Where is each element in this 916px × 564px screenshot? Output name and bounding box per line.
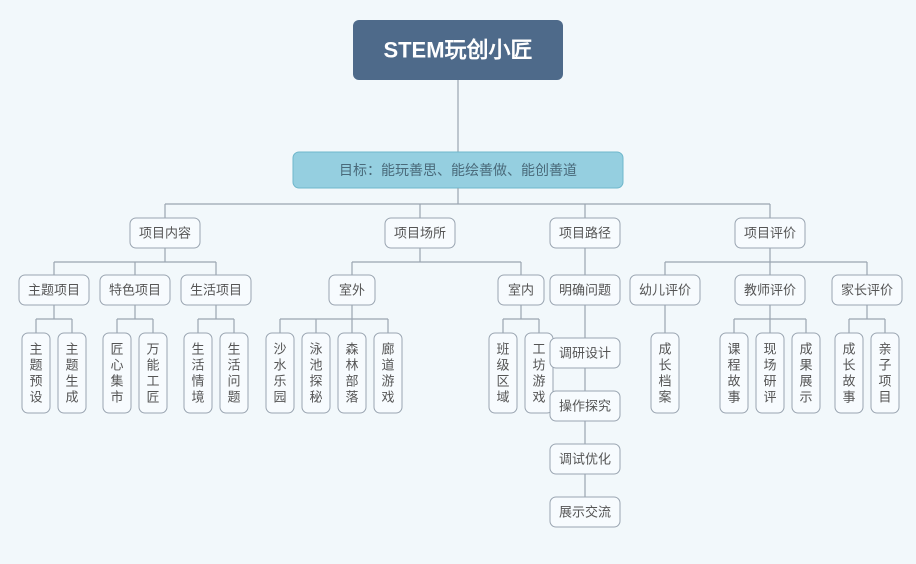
leaf: 活 [191,358,204,373]
leaf: 秘 [309,390,322,405]
category-eval: 项目评价 [744,226,796,241]
subcat-indoor: 室内 [508,283,534,298]
leaf: 道 [381,358,394,373]
path-step-2: 调试优化 [559,452,611,467]
leaf: 问 [227,374,240,389]
subcat-life: 生活项目 [190,283,242,298]
subcat-theme: 主题项目 [28,283,80,298]
leaf: 亲 [878,342,891,357]
leaf: 场 [763,358,776,373]
subcat-parent: 家长评价 [841,283,893,298]
leaf: 水 [273,358,286,373]
subcat-problem: 明确问题 [559,283,611,298]
leaf: 林 [345,358,358,373]
leaf: 成 [842,342,855,357]
leaf: 戏 [532,390,545,405]
leaf: 市 [110,390,123,405]
leaf: 级 [496,358,509,373]
leaf: 集 [110,374,123,389]
leaf: 沙 [273,342,286,357]
leaf: 事 [727,390,740,405]
leaf: 成 [799,342,812,357]
leaf: 游 [381,374,394,389]
tree-diagram: STEM玩创小匠目标：能玩善思、能绘善做、能创善道项目内容项目场所项目路径项目评… [0,0,916,564]
leaf: 万 [146,342,159,357]
path-step-3: 展示交流 [559,505,611,520]
leaf: 预 [29,374,42,389]
leaf: 程 [727,358,740,373]
root-title: STEM玩创小匠 [383,38,532,63]
leaf: 园 [273,390,286,405]
leaf: 戏 [381,390,394,405]
leaf: 森 [345,342,358,357]
category-path: 项目路径 [559,226,611,241]
subcat-child: 幼儿评价 [639,283,691,298]
leaf: 主 [29,342,42,357]
leaf: 果 [799,358,812,373]
subcat-teacher: 教师评价 [744,283,796,298]
leaf: 成 [658,342,671,357]
leaf: 情 [191,374,204,389]
leaf: 境 [191,390,204,405]
goal-label: 目标：能玩善思、能绘善做、能创善道 [339,162,577,178]
subcat-outdoor: 室外 [339,283,365,298]
leaf: 故 [842,374,855,389]
leaf: 乐 [273,374,286,389]
path-step-0: 调研设计 [559,346,611,361]
category-place: 项目场所 [394,226,446,241]
leaf: 案 [658,390,671,405]
leaf: 匠 [146,390,159,405]
leaf: 域 [496,390,509,405]
leaf: 生 [65,374,78,389]
leaf: 成 [65,390,78,405]
leaf: 故 [727,374,740,389]
leaf: 题 [65,358,78,373]
leaf: 工 [532,342,545,357]
leaf: 区 [496,374,509,389]
leaf: 子 [878,358,891,373]
leaf: 班 [496,342,509,357]
leaf: 项 [878,374,891,389]
subcat-special: 特色项目 [109,283,161,298]
leaf: 工 [146,374,159,389]
path-step-1: 操作探究 [559,399,611,414]
leaf: 泳 [309,342,322,357]
leaf: 题 [227,390,240,405]
leaf: 池 [309,358,322,373]
leaf: 心 [110,358,123,373]
leaf: 档 [658,374,671,389]
leaf: 展 [799,374,812,389]
leaf: 长 [658,358,671,373]
leaf: 能 [146,358,159,373]
leaf: 活 [227,358,240,373]
leaf: 评 [763,390,776,405]
leaf: 探 [309,374,322,389]
leaf: 现 [763,342,776,357]
leaf: 坊 [532,358,545,373]
leaf: 目 [878,390,891,405]
leaf: 廊 [381,342,394,357]
leaf: 生 [227,342,240,357]
leaf: 落 [345,390,358,405]
leaf: 示 [799,390,812,405]
leaf: 游 [532,374,545,389]
leaf: 研 [763,374,776,389]
category-content: 项目内容 [139,226,191,241]
leaf: 长 [842,358,855,373]
leaf: 设 [29,390,42,405]
leaf: 题 [29,358,42,373]
leaf: 生 [191,342,204,357]
leaf: 部 [345,374,358,389]
leaf: 主 [65,342,78,357]
leaf: 课 [727,342,740,357]
leaf: 事 [842,390,855,405]
leaf: 匠 [110,342,123,357]
